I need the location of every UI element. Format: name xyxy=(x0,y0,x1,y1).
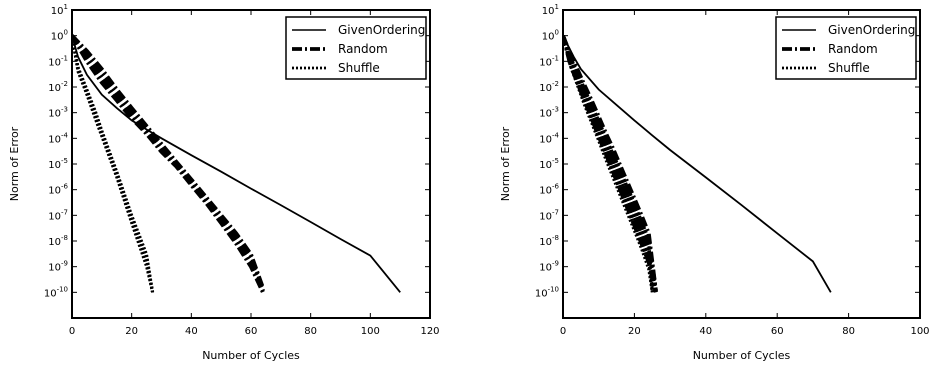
legend-label-givenordering: GivenOrdering xyxy=(828,23,915,37)
x-axis-label: Number of Cycles xyxy=(693,349,791,362)
x-tick-label: 20 xyxy=(125,326,138,337)
series-shuffle-line xyxy=(563,35,654,292)
series-random-line xyxy=(72,34,265,293)
series-shuffle-line xyxy=(72,35,155,293)
series-shuffle-line xyxy=(72,35,155,293)
y-tick-label: 10-8 xyxy=(48,234,68,248)
y-tick-label: 10-7 xyxy=(539,208,559,222)
series-random-line xyxy=(72,34,265,291)
x-tick-label: 40 xyxy=(699,326,712,337)
y-tick-label: 10-3 xyxy=(48,106,68,120)
series-givenordering-line xyxy=(563,35,832,293)
legend-label-shuffle: Shuffle xyxy=(828,61,870,75)
x-tick-label: 100 xyxy=(910,326,929,337)
x-tick-label: 40 xyxy=(185,326,198,337)
y-axis-label: Norm of Error xyxy=(499,126,512,201)
x-tick-label: 60 xyxy=(771,326,784,337)
series-shuffle-line xyxy=(72,35,155,293)
y-tick-label: 10-9 xyxy=(48,260,68,274)
legend-label-random: Random xyxy=(828,42,878,56)
y-tick-label: 101 xyxy=(542,3,559,17)
x-tick-label: 120 xyxy=(420,326,439,337)
y-tick-label: 10-1 xyxy=(48,54,68,68)
legend-label-shuffle: Shuffle xyxy=(338,61,380,75)
chart-left: 0 20 40 60 80 100 120 101 100 10-1 10-2 10-3 10-4 10-… xyxy=(8,3,440,362)
x-axis-label: Number of Cycles xyxy=(202,349,300,362)
series-random-line xyxy=(72,34,265,294)
series-shuffle-line xyxy=(72,35,155,293)
chart-right: 0 20 40 60 80 100 101 100 10-1 10-2 10-3 10-4 10-5 10… xyxy=(499,3,930,362)
y-tick-label: 10-3 xyxy=(539,106,559,120)
y-tick-label: 10-1 xyxy=(539,54,559,68)
y-tick-label: 10-2 xyxy=(48,80,68,94)
x-tick-label: 100 xyxy=(361,326,380,337)
series-random-line xyxy=(563,34,658,291)
series-shuffle-line xyxy=(72,35,155,293)
y-tick-label: 101 xyxy=(51,3,68,17)
x-tick-label: 60 xyxy=(245,326,258,337)
series-random-line xyxy=(72,34,265,289)
series-shuffle-line xyxy=(72,35,155,293)
y-tick-label: 10-7 xyxy=(48,208,68,222)
x-tick-label: 80 xyxy=(842,326,855,337)
x-tick-label: 80 xyxy=(304,326,317,337)
series-givenordering-line xyxy=(72,35,401,293)
y-tick-label: 10-10 xyxy=(535,285,559,299)
series-shuffle-line xyxy=(72,35,155,293)
y-tick-label: 10-6 xyxy=(539,183,559,197)
series-random-line xyxy=(72,34,265,290)
y-axis-label: Norm of Error xyxy=(8,126,21,201)
y-tick-label: 10-9 xyxy=(539,260,559,274)
y-tick-label: 10-5 xyxy=(48,157,68,171)
x-tick-label: 0 xyxy=(560,326,566,337)
y-tick-label: 10-4 xyxy=(539,131,559,145)
y-tick-label: 10-8 xyxy=(539,234,559,248)
series-random-line xyxy=(72,34,265,291)
y-tick-label: 10-5 xyxy=(539,157,559,171)
y-tick-label: 10-2 xyxy=(539,80,559,94)
series-layer xyxy=(563,34,832,293)
y-tick-label: 10-6 xyxy=(48,183,68,197)
series-layer xyxy=(72,34,401,294)
legend-label-givenordering: GivenOrdering xyxy=(338,23,425,37)
legend-label-random: Random xyxy=(338,42,388,56)
y-tick-label: 100 xyxy=(51,29,68,43)
x-tick-label: 0 xyxy=(69,326,75,337)
y-tick-label: 100 xyxy=(542,29,559,43)
x-tick-label: 20 xyxy=(628,326,641,337)
y-tick-label: 10-4 xyxy=(48,131,68,145)
y-tick-label: 10-10 xyxy=(44,285,68,299)
series-random-line xyxy=(72,34,265,292)
